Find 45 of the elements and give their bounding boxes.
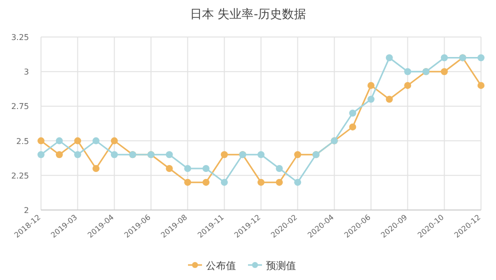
legend-label: 预测值 [266, 260, 296, 272]
point [110, 151, 118, 158]
point [404, 68, 412, 76]
point [38, 151, 44, 158]
point [404, 82, 412, 89]
point [349, 123, 356, 130]
point [276, 178, 283, 186]
point [440, 68, 448, 76]
point [92, 137, 100, 144]
point [258, 178, 264, 186]
point [110, 137, 118, 144]
point [202, 178, 210, 186]
point [258, 151, 264, 158]
point [38, 137, 44, 144]
legend-label: 公布值 [206, 260, 236, 272]
point [386, 96, 393, 103]
point [478, 82, 484, 89]
point [56, 137, 63, 144]
chart-title: 日本 失业率-历史数据 [190, 7, 306, 21]
point [276, 164, 283, 172]
point [349, 110, 356, 117]
point [184, 164, 192, 172]
point [92, 164, 100, 172]
point [478, 54, 484, 62]
point [202, 164, 210, 172]
y-tick-label: 2.5 [16, 136, 29, 146]
y-tick-label: 2.75 [11, 102, 29, 112]
point [368, 82, 374, 89]
point [294, 178, 302, 186]
y-tick-label: 2 [24, 206, 29, 215]
point [440, 54, 448, 62]
point [294, 151, 302, 158]
point [368, 96, 374, 103]
point [166, 164, 173, 172]
point [74, 151, 82, 158]
point [386, 54, 393, 62]
y-tick-label: 3 [24, 68, 29, 77]
point [56, 151, 63, 158]
y-tick-label: 2.25 [11, 171, 29, 180]
point [74, 137, 82, 144]
point [184, 178, 192, 186]
point [220, 151, 228, 158]
point [220, 178, 228, 186]
y-tick-label: 3.25 [11, 33, 29, 42]
point [166, 151, 173, 158]
